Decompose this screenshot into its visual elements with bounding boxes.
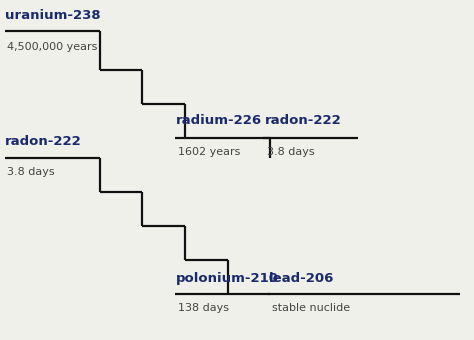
Text: radium-226: radium-226	[175, 115, 262, 128]
Text: radon-222: radon-222	[264, 115, 341, 128]
Text: 3.8 days: 3.8 days	[7, 167, 55, 177]
Text: lead-206: lead-206	[269, 272, 335, 285]
Text: 138 days: 138 days	[178, 303, 229, 313]
Text: 4,500,000 years: 4,500,000 years	[7, 42, 98, 52]
Text: 3.8 days: 3.8 days	[267, 147, 314, 157]
Text: uranium-238: uranium-238	[5, 9, 100, 22]
Text: stable nuclide: stable nuclide	[272, 303, 350, 313]
Text: polonium-210: polonium-210	[175, 272, 278, 285]
Text: radon-222: radon-222	[5, 135, 82, 148]
Text: 1602 years: 1602 years	[178, 147, 240, 157]
